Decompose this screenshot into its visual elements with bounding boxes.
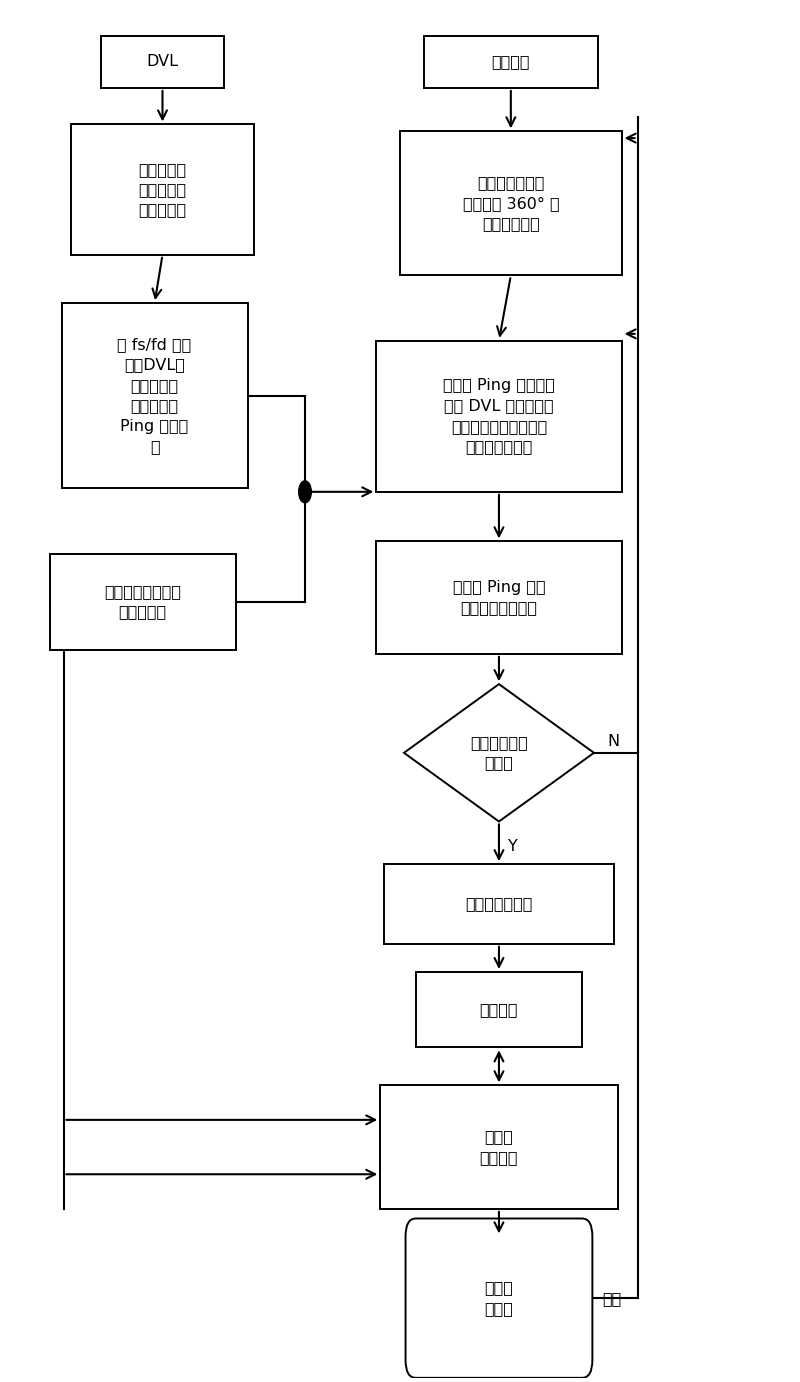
Bar bbox=[71, 124, 254, 254]
Text: 圆周稀疏化处理: 圆周稀疏化处理 bbox=[466, 897, 533, 911]
Text: N: N bbox=[608, 734, 620, 749]
Bar bbox=[376, 542, 622, 654]
Circle shape bbox=[298, 481, 311, 503]
Bar bbox=[50, 554, 236, 650]
Bar bbox=[400, 131, 622, 275]
Bar bbox=[416, 972, 582, 1048]
Text: 机器人
的位姿: 机器人 的位姿 bbox=[485, 1281, 514, 1316]
Text: 声呐是否扫描
满一周: 声呐是否扫描 满一周 bbox=[470, 735, 528, 771]
Text: 声呐串口送来的
数据存入 360° 范
围数据缓冲区: 声呐串口送来的 数据存入 360° 范 围数据缓冲区 bbox=[462, 176, 559, 231]
Polygon shape bbox=[404, 684, 594, 821]
Bar bbox=[380, 1085, 618, 1209]
FancyBboxPatch shape bbox=[406, 1219, 592, 1378]
Text: 反馈: 反馈 bbox=[602, 1291, 621, 1306]
Text: 数字罗盘、陀螺仪
等其他设备: 数字罗盘、陀螺仪 等其他设备 bbox=[104, 585, 182, 619]
Text: Y: Y bbox=[508, 839, 518, 854]
Text: 导航与
定位算法: 导航与 定位算法 bbox=[480, 1129, 518, 1165]
Bar bbox=[384, 864, 614, 944]
Text: 成像声呐: 成像声呐 bbox=[491, 54, 530, 69]
Text: DVL: DVL bbox=[146, 54, 178, 69]
Text: 数据关联: 数据关联 bbox=[480, 1002, 518, 1017]
Bar bbox=[424, 36, 598, 88]
Text: 以 fs/fd 的频
率做DVL插
值，取出对
应声呐当前
Ping 时刻的
值: 以 fs/fd 的频 率做DVL插 值，取出对 应声呐当前 Ping 时刻的 值 bbox=[118, 337, 192, 455]
Text: 速度乘时间
推算出机器
人全局坐标: 速度乘时间 推算出机器 人全局坐标 bbox=[138, 162, 186, 217]
Text: 对当前 Ping 做阈
值化、稀疏化处理: 对当前 Ping 做阈 值化、稀疏化处理 bbox=[453, 580, 546, 615]
Bar bbox=[376, 341, 622, 492]
Text: 以每个 Ping 为单位，
加入 DVL 插值当前时
刻的机器人坐标，计算
声呐数据的坐标: 以每个 Ping 为单位， 加入 DVL 插值当前时 刻的机器人坐标，计算 声呐… bbox=[443, 379, 555, 455]
Bar bbox=[101, 36, 224, 88]
Bar bbox=[62, 303, 248, 488]
